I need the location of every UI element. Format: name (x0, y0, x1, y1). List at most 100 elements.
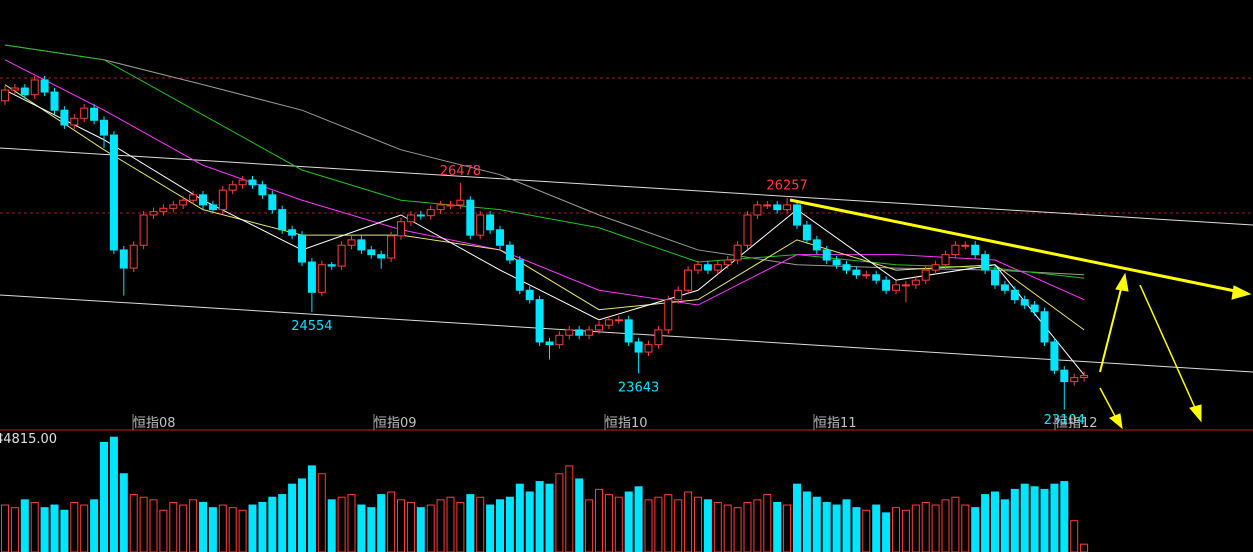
volume-bar (822, 501, 831, 552)
volume-bar (713, 501, 722, 552)
candle-body (109, 134, 118, 251)
volume-bar (258, 501, 267, 552)
candle-body (406, 214, 415, 223)
candle-body (1080, 375, 1089, 379)
candle-body (664, 299, 673, 331)
volume-bar (624, 491, 633, 552)
volume-bar (139, 496, 148, 552)
volume-bar (802, 491, 811, 552)
candle-body (258, 184, 267, 196)
volume-bar (575, 478, 584, 552)
volume-bar (179, 504, 188, 552)
volume-bar (555, 473, 564, 552)
volume-bar (238, 509, 247, 552)
volume-bar (436, 499, 445, 552)
volume-bar (199, 501, 207, 552)
candle-body (139, 214, 148, 246)
volume-bar (971, 507, 980, 552)
candle-body (60, 109, 69, 126)
candle-body (159, 207, 168, 213)
candle-body (585, 329, 594, 336)
candle-body (436, 204, 445, 211)
candle-body (694, 264, 702, 271)
arrow (1099, 387, 1117, 419)
candle-body (604, 319, 613, 326)
candle-body (951, 244, 960, 256)
volume-bar (911, 504, 920, 552)
price-annotation: 26257 (766, 179, 807, 194)
candle-body (40, 79, 49, 93)
candle-body (911, 279, 920, 286)
volume-bar (535, 481, 544, 552)
candle-body (802, 224, 811, 241)
volume-bar (1070, 520, 1079, 552)
volume-bar (733, 507, 742, 552)
candle-body (169, 204, 178, 209)
volume-bar (317, 473, 326, 552)
volume-bar (515, 483, 524, 552)
candle-body (1060, 369, 1069, 383)
volume-bar (664, 494, 673, 552)
candle-body (921, 269, 930, 281)
volume-bar (1020, 483, 1029, 552)
candle-body (1040, 311, 1049, 343)
volume-bar (1080, 543, 1089, 552)
candle-body (882, 279, 891, 291)
volume-bar (832, 504, 841, 552)
candles (1, 75, 1089, 410)
ma-line (4, 59, 1085, 306)
arrow-head (1231, 285, 1252, 300)
volume-bar (991, 491, 999, 552)
candle-body (208, 204, 217, 211)
volume-bar (1000, 499, 1009, 552)
candle-body (476, 214, 485, 236)
volume-bar (456, 501, 465, 552)
volume-bar (406, 501, 415, 552)
volume-bar (10, 507, 19, 552)
candle-body (20, 87, 29, 96)
ma-line (4, 44, 1085, 279)
volume-bar (60, 509, 69, 552)
volume-bar (812, 496, 821, 552)
volume-bar (90, 499, 99, 552)
volume-bar (189, 499, 198, 552)
candle-body (496, 229, 504, 246)
price-annotation: 23104 (1044, 413, 1085, 428)
volume-bar (703, 499, 712, 552)
x-tick-label: 恒指12 (1055, 416, 1098, 431)
candle-body (832, 259, 841, 266)
volume-bar (743, 501, 752, 552)
candle-body (199, 194, 207, 206)
candle-body (515, 259, 524, 291)
candle-body (505, 244, 514, 261)
volume-bar (901, 509, 910, 552)
candle-body (555, 334, 564, 346)
candle-body (535, 299, 544, 343)
candle-body (812, 239, 821, 251)
volume-bar (1060, 481, 1069, 552)
candle-body (248, 179, 257, 186)
candle-body (357, 239, 366, 251)
volume-bar (614, 496, 623, 552)
volume-bar (892, 507, 900, 552)
candle-body (218, 189, 227, 211)
candle-body (763, 204, 772, 207)
volume-bar (357, 504, 366, 552)
candle-body (862, 274, 871, 277)
volume-bar (595, 488, 603, 552)
candle-body (278, 209, 287, 231)
volume-bar (50, 504, 59, 552)
volume-bar (674, 499, 683, 552)
volume-bar (872, 504, 881, 552)
volume-bar (644, 499, 653, 552)
candle-body (1070, 377, 1079, 383)
volume-bar (159, 509, 168, 552)
candle-body (397, 221, 405, 237)
volume-bar (1010, 488, 1019, 552)
candle-body (753, 204, 762, 216)
candle-body (367, 249, 376, 256)
candle-body (931, 264, 940, 271)
candle-body (733, 244, 742, 261)
volume-bar (525, 491, 534, 552)
volume-bar (1030, 486, 1039, 552)
